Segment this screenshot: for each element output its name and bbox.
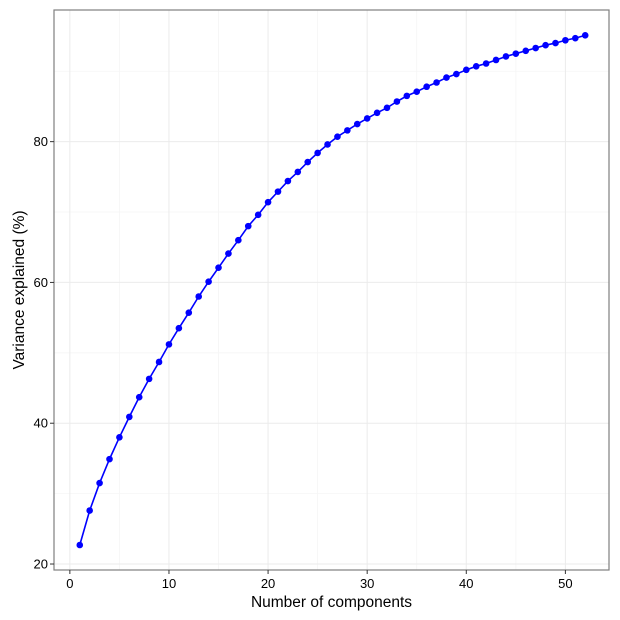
data-point-marker bbox=[383, 104, 391, 112]
data-point-marker bbox=[324, 141, 331, 148]
data-point-marker bbox=[274, 188, 282, 195]
data-point-marker bbox=[433, 79, 440, 86]
data-point-marker bbox=[175, 324, 183, 332]
data-point-marker bbox=[76, 541, 84, 549]
data-point-marker bbox=[393, 98, 401, 105]
data-point-marker bbox=[264, 198, 272, 206]
data-point-marker bbox=[562, 36, 569, 44]
data-point-marker bbox=[373, 109, 381, 117]
data-point-marker bbox=[195, 293, 202, 300]
data-point-marker bbox=[145, 375, 153, 383]
data-point-marker bbox=[284, 177, 292, 185]
y-axis: 20 40 60 80 bbox=[34, 134, 54, 572]
data-point-marker bbox=[185, 309, 193, 317]
data-point-marker bbox=[205, 278, 212, 286]
x-tick-label: 10 bbox=[162, 576, 176, 591]
x-axis-title: Number of components bbox=[251, 594, 412, 611]
data-point-marker bbox=[413, 88, 421, 95]
y-tick-label: 80 bbox=[34, 134, 48, 149]
x-tick-label: 40 bbox=[459, 576, 473, 591]
data-point-marker bbox=[581, 32, 589, 39]
data-point-marker bbox=[116, 434, 123, 441]
data-point-marker bbox=[363, 115, 371, 122]
data-point-marker bbox=[443, 74, 450, 81]
data-point-marker bbox=[254, 211, 262, 219]
series-line bbox=[79, 34, 586, 546]
panel-border bbox=[53, 9, 610, 571]
data-point-marker bbox=[522, 47, 530, 55]
plot-panel bbox=[53, 9, 610, 571]
data-series bbox=[76, 32, 589, 549]
data-point-marker bbox=[126, 413, 133, 421]
panel-background bbox=[54, 10, 609, 570]
data-point-marker bbox=[462, 66, 470, 74]
data-point-marker bbox=[215, 264, 222, 271]
y-tick-label: 20 bbox=[34, 557, 48, 572]
y-tick-label: 60 bbox=[34, 275, 48, 290]
data-point-marker bbox=[453, 70, 460, 78]
data-point-marker bbox=[542, 41, 549, 49]
data-point-marker bbox=[334, 133, 341, 141]
data-point-marker bbox=[225, 250, 232, 257]
data-point-marker bbox=[314, 149, 321, 157]
x-tick-label: 50 bbox=[558, 576, 572, 591]
data-point-marker bbox=[96, 479, 103, 487]
data-point-marker bbox=[135, 393, 143, 401]
data-point-marker bbox=[244, 222, 252, 230]
major-gridlines bbox=[54, 10, 609, 570]
data-point-marker bbox=[165, 341, 173, 348]
data-point-marker bbox=[155, 358, 163, 366]
data-point-marker bbox=[86, 507, 93, 514]
data-point-marker bbox=[344, 127, 351, 134]
data-point-marker bbox=[403, 92, 411, 100]
data-point-marker bbox=[512, 50, 520, 57]
x-tick-label: 30 bbox=[360, 576, 374, 591]
data-point-marker bbox=[532, 44, 539, 52]
data-point-marker bbox=[294, 168, 302, 176]
data-point-marker bbox=[353, 120, 361, 128]
x-tick-label: 20 bbox=[261, 576, 275, 591]
data-point-marker bbox=[235, 236, 242, 244]
data-point-marker bbox=[423, 83, 430, 91]
data-point-marker bbox=[472, 63, 480, 70]
x-tick-label: 0 bbox=[66, 576, 73, 591]
data-point-marker bbox=[482, 60, 490, 67]
data-point-marker bbox=[552, 39, 559, 47]
data-point-marker bbox=[572, 34, 579, 42]
data-point-marker bbox=[502, 53, 510, 60]
data-point-marker bbox=[106, 455, 113, 463]
y-axis-title: Variance explained (%) bbox=[11, 210, 28, 369]
minor-gridlines bbox=[54, 10, 609, 570]
y-tick-label: 40 bbox=[34, 416, 48, 431]
x-axis: 0 10 20 30 40 50 bbox=[66, 570, 573, 591]
data-point-marker bbox=[492, 56, 500, 64]
data-point-marker bbox=[304, 158, 312, 166]
